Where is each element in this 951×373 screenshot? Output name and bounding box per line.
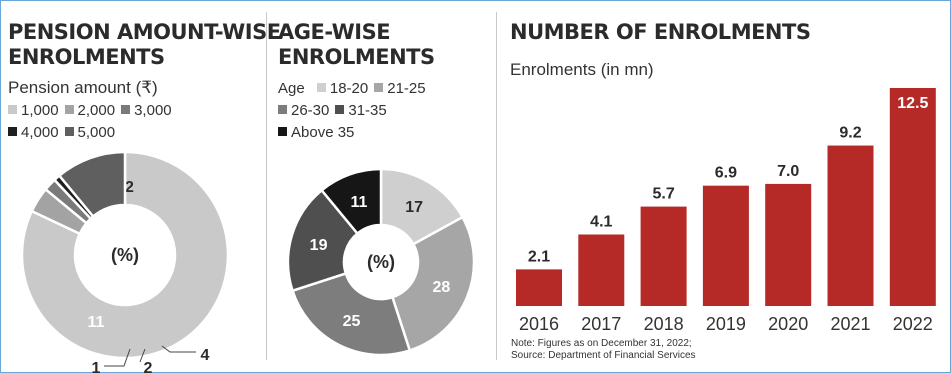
x-tick-label: 2016 (519, 314, 559, 334)
slice-value-label: 25 (343, 313, 361, 330)
panel-divider (266, 12, 267, 360)
age-legend: Age 18-20 21-25 26-30 31-35 Above 35 (278, 78, 490, 144)
slice-value-label: 11 (351, 194, 368, 211)
legend-item: 26-30 (278, 102, 329, 119)
legend-item: 18-20 (316, 80, 369, 97)
donut-slice (290, 271, 412, 357)
x-tick-label: 2021 (830, 314, 870, 334)
legend-label: 31-35 (348, 102, 387, 119)
bar-value-label: 12.5 (897, 95, 928, 112)
x-tick-label: 2018 (644, 314, 684, 334)
legend-label: Above 35 (291, 124, 355, 141)
x-tick-label: 2019 (706, 314, 746, 334)
pension-title-line-2: ENROLMENTS (8, 45, 165, 69)
legend-item: 3,000 (121, 102, 172, 119)
legend-item: 21-25 (374, 80, 426, 97)
enrolment-bar (827, 145, 874, 306)
slice-leader-line (139, 348, 146, 363)
legend-swatch (64, 105, 74, 114)
slice-leader-line (104, 348, 131, 367)
legend-item: 2,000 (64, 102, 116, 119)
enrolment-bar (702, 185, 749, 306)
bar-value-label: 9.2 (839, 125, 861, 142)
legend-label: 21-25 (387, 80, 426, 97)
legend-label: 2,000 (77, 102, 116, 119)
enrolment-bar (765, 183, 812, 306)
legend-label: 18-20 (329, 80, 369, 97)
x-tick-label: 2017 (581, 314, 621, 334)
slice-value-label: 1 (92, 360, 101, 373)
legend-swatch (278, 105, 287, 114)
pension-legend-title: Pension amount (₹) (8, 78, 158, 97)
legend-swatch (335, 105, 345, 114)
slice-value-label: 11 (88, 314, 105, 331)
legend-label: 3,000 (134, 102, 172, 119)
legend-item: 1,000 (8, 102, 59, 119)
enrolments-bar-chart: 2.1 2016 4.1 2017 5.7 2018 6.9 2019 7.0 2020 9.2 20… (516, 88, 936, 334)
donut-slice (390, 215, 476, 353)
donut-slice (20, 150, 230, 360)
enrolments-title: NUMBER OF ENROLMENTS (510, 20, 811, 44)
legend-item: Above 35 (278, 124, 354, 141)
slice-value-label: 28 (433, 279, 451, 296)
pension-legend: 1,000 2,000 3,000 4,000 5,000 (8, 100, 258, 144)
legend-swatch (316, 83, 326, 92)
enrolment-bar (516, 269, 562, 306)
bar-value-label: 4.1 (590, 213, 612, 230)
slice-value-label: 4 (201, 347, 210, 364)
legend-label: 26-30 (291, 102, 330, 119)
legend-swatch (8, 105, 17, 114)
legend-swatch (121, 105, 131, 114)
pension-title-line-1: PENSION AMOUNT-WISE (8, 20, 281, 44)
age-title-line-2: ENROLMENTS (278, 45, 435, 69)
legend-swatch (64, 127, 74, 136)
donut-center-label: (%) (367, 252, 395, 272)
x-tick-label: 2020 (768, 314, 808, 334)
bar-value-label: 5.7 (652, 186, 674, 203)
donut-slice (57, 150, 127, 219)
age-title: AGE-WISE ENROLMENTS (278, 20, 435, 70)
enrolment-bar (889, 88, 936, 306)
panel-divider (496, 12, 497, 360)
enrolment-bar (640, 206, 687, 306)
source-line: Source: Department of Financial Services (511, 350, 696, 361)
legend-swatch (8, 127, 17, 136)
legend-item: 31-35 (335, 102, 387, 119)
bar-value-label: 7.0 (777, 163, 799, 180)
donut-center-label: (%) (111, 245, 139, 265)
chart-note: Note: Figures as on December 31, 2022; S… (511, 338, 696, 362)
slice-value-label: 2 (144, 360, 153, 373)
legend-label: 1,000 (21, 102, 59, 119)
pension-title: PENSION AMOUNT-WISE ENROLMENTS (8, 20, 281, 70)
slice-value-label: 17 (405, 199, 423, 216)
slice-value-label: 19 (310, 237, 328, 254)
age-legend-title: Age (278, 80, 305, 97)
donut-slice (319, 167, 383, 236)
age-donut-chart: 17 28 25 19 11 (%) (286, 167, 476, 357)
legend-label: 5,000 (77, 124, 116, 141)
donut-slice (286, 188, 360, 293)
legend-item: 5,000 (64, 124, 116, 141)
bar-value-label: 2.1 (528, 248, 550, 265)
pension-donut-chart: 8242111(%) (20, 150, 230, 373)
legend-swatch (374, 83, 384, 92)
x-tick-label: 2022 (893, 314, 933, 334)
legend-label: 4,000 (21, 124, 59, 141)
donut-slice (379, 167, 465, 246)
slice-leader-line (161, 345, 196, 353)
note-line: Note: Figures as on December 31, 2022; (511, 338, 692, 349)
legend-item: 4,000 (8, 124, 59, 141)
enrolments-axis-label: Enrolments (in mn) (510, 60, 654, 79)
age-title-line-1: AGE-WISE (278, 20, 391, 44)
enrolment-bar (578, 234, 625, 306)
legend-swatch (278, 127, 287, 136)
bar-value-label: 6.9 (715, 165, 737, 182)
